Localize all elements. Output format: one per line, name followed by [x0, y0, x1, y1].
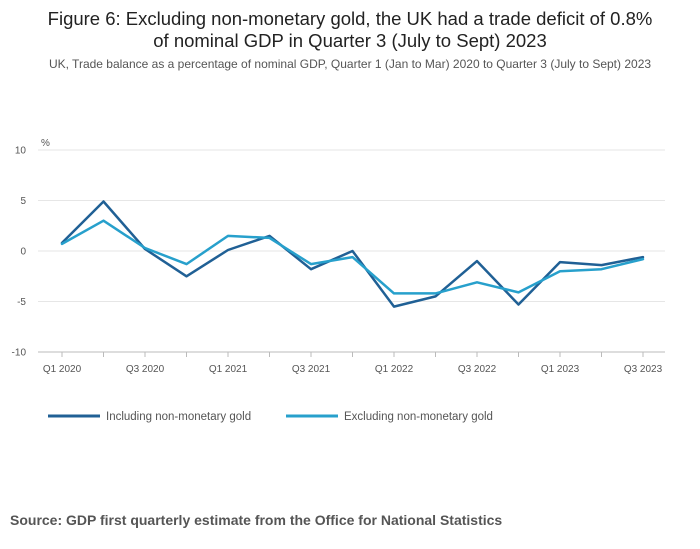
- series-lines: [60, 200, 645, 308]
- series-line-2: [60, 219, 645, 295]
- y-tick-label: -10: [12, 348, 27, 359]
- y-axis-unit-label: %: [41, 138, 50, 149]
- x-tick-label: Q1 2020: [43, 364, 82, 375]
- source-note: Source: GDP first quarterly estimate fro…: [10, 512, 503, 528]
- x-tick-label: Q3 2022: [458, 364, 497, 375]
- x-tick-label: Q1 2023: [541, 364, 580, 375]
- y-tick-label: -5: [17, 297, 26, 308]
- x-tick-label: Q3 2020: [126, 364, 165, 375]
- chart-title-line-1: Figure 6: Excluding non-monetary gold, t…: [47, 8, 653, 29]
- x-tick-label: Q3 2021: [292, 364, 331, 375]
- legend-label: Including non-monetary gold: [106, 411, 251, 423]
- chart-subtitle: UK, Trade balance as a percentage of nom…: [48, 57, 652, 71]
- y-tick-label: 5: [20, 196, 26, 207]
- chart-title: Figure 6: Excluding non-monetary gold, t…: [0, 8, 700, 52]
- x-tick-label: Q1 2022: [375, 364, 414, 375]
- y-axis-ticks: -10 -5 0 5 10: [12, 146, 27, 359]
- y-tick-label: 0: [20, 247, 26, 258]
- x-tick-label: Q1 2021: [209, 364, 248, 375]
- legend-label: Excluding non-monetary gold: [344, 411, 493, 423]
- x-axis: Q1 2020 Q3 2020 Q1 2021 Q3 2021 Q1 2022 Q3 20…: [43, 352, 663, 375]
- series-line-1: [60, 200, 645, 308]
- x-tick-label: Q3 2023: [624, 364, 663, 375]
- y-tick-label: 10: [15, 146, 27, 157]
- chart-title-line-2: of nominal GDP in Quarter 3 (July to Sep…: [153, 30, 547, 51]
- legend: Including non-monetary gold Excluding non…: [48, 411, 493, 423]
